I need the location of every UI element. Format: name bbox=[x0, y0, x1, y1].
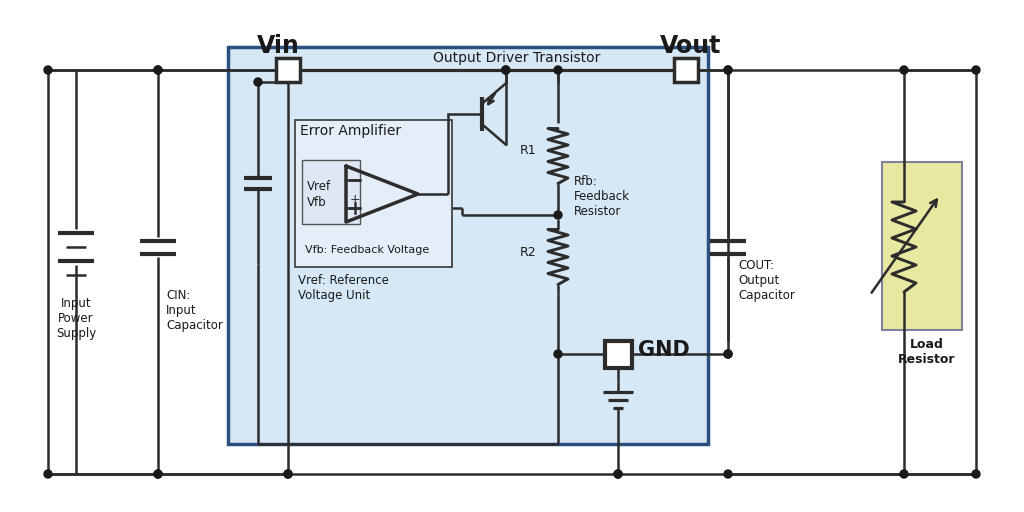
Circle shape bbox=[724, 350, 732, 358]
Text: −: − bbox=[350, 164, 360, 177]
Circle shape bbox=[154, 470, 162, 478]
Circle shape bbox=[554, 66, 562, 74]
Text: R1: R1 bbox=[519, 144, 536, 158]
Circle shape bbox=[284, 470, 292, 478]
Bar bbox=[882, 162, 962, 330]
Circle shape bbox=[972, 470, 980, 478]
Bar bbox=[295, 120, 452, 267]
Text: Input
Power
Supply: Input Power Supply bbox=[56, 297, 96, 340]
Bar bbox=[674, 58, 698, 82]
Text: GND: GND bbox=[638, 340, 690, 360]
Circle shape bbox=[502, 66, 510, 74]
Bar bbox=[228, 47, 708, 444]
Text: Vfb: Vfb bbox=[307, 196, 327, 208]
Text: Vout: Vout bbox=[660, 34, 722, 58]
Circle shape bbox=[554, 211, 562, 219]
Circle shape bbox=[154, 66, 162, 74]
Circle shape bbox=[724, 470, 732, 478]
Text: Vref: Vref bbox=[307, 180, 331, 193]
Circle shape bbox=[284, 470, 292, 478]
Text: COUT:
Output
Capacitor: COUT: Output Capacitor bbox=[738, 259, 795, 302]
Circle shape bbox=[44, 66, 52, 74]
Circle shape bbox=[614, 470, 622, 478]
Text: Output Driver Transistor: Output Driver Transistor bbox=[433, 51, 601, 65]
Text: Vin: Vin bbox=[257, 34, 299, 58]
Circle shape bbox=[900, 470, 908, 478]
Circle shape bbox=[154, 470, 162, 478]
Circle shape bbox=[254, 78, 262, 86]
Text: R2: R2 bbox=[519, 245, 536, 259]
Circle shape bbox=[554, 350, 562, 358]
Circle shape bbox=[724, 66, 732, 74]
Text: CIN:
Input
Capacitor: CIN: Input Capacitor bbox=[166, 289, 223, 332]
Text: Vref: Reference
Voltage Unit: Vref: Reference Voltage Unit bbox=[298, 274, 389, 302]
Text: Error Amplifier: Error Amplifier bbox=[300, 124, 401, 138]
Text: Rfb:
Feedback
Resistor: Rfb: Feedback Resistor bbox=[574, 175, 630, 218]
Circle shape bbox=[972, 66, 980, 74]
Bar bbox=[276, 58, 300, 82]
Text: Vfb: Feedback Voltage: Vfb: Feedback Voltage bbox=[305, 245, 429, 255]
Circle shape bbox=[614, 470, 622, 478]
Text: Load
Resistor: Load Resistor bbox=[898, 338, 955, 366]
Circle shape bbox=[502, 66, 510, 74]
Circle shape bbox=[44, 470, 52, 478]
Circle shape bbox=[154, 66, 162, 74]
Circle shape bbox=[724, 66, 732, 74]
Circle shape bbox=[724, 350, 732, 358]
Text: +: + bbox=[349, 193, 360, 206]
Circle shape bbox=[900, 66, 908, 74]
Bar bbox=[302, 160, 360, 224]
Bar bbox=[604, 340, 632, 368]
